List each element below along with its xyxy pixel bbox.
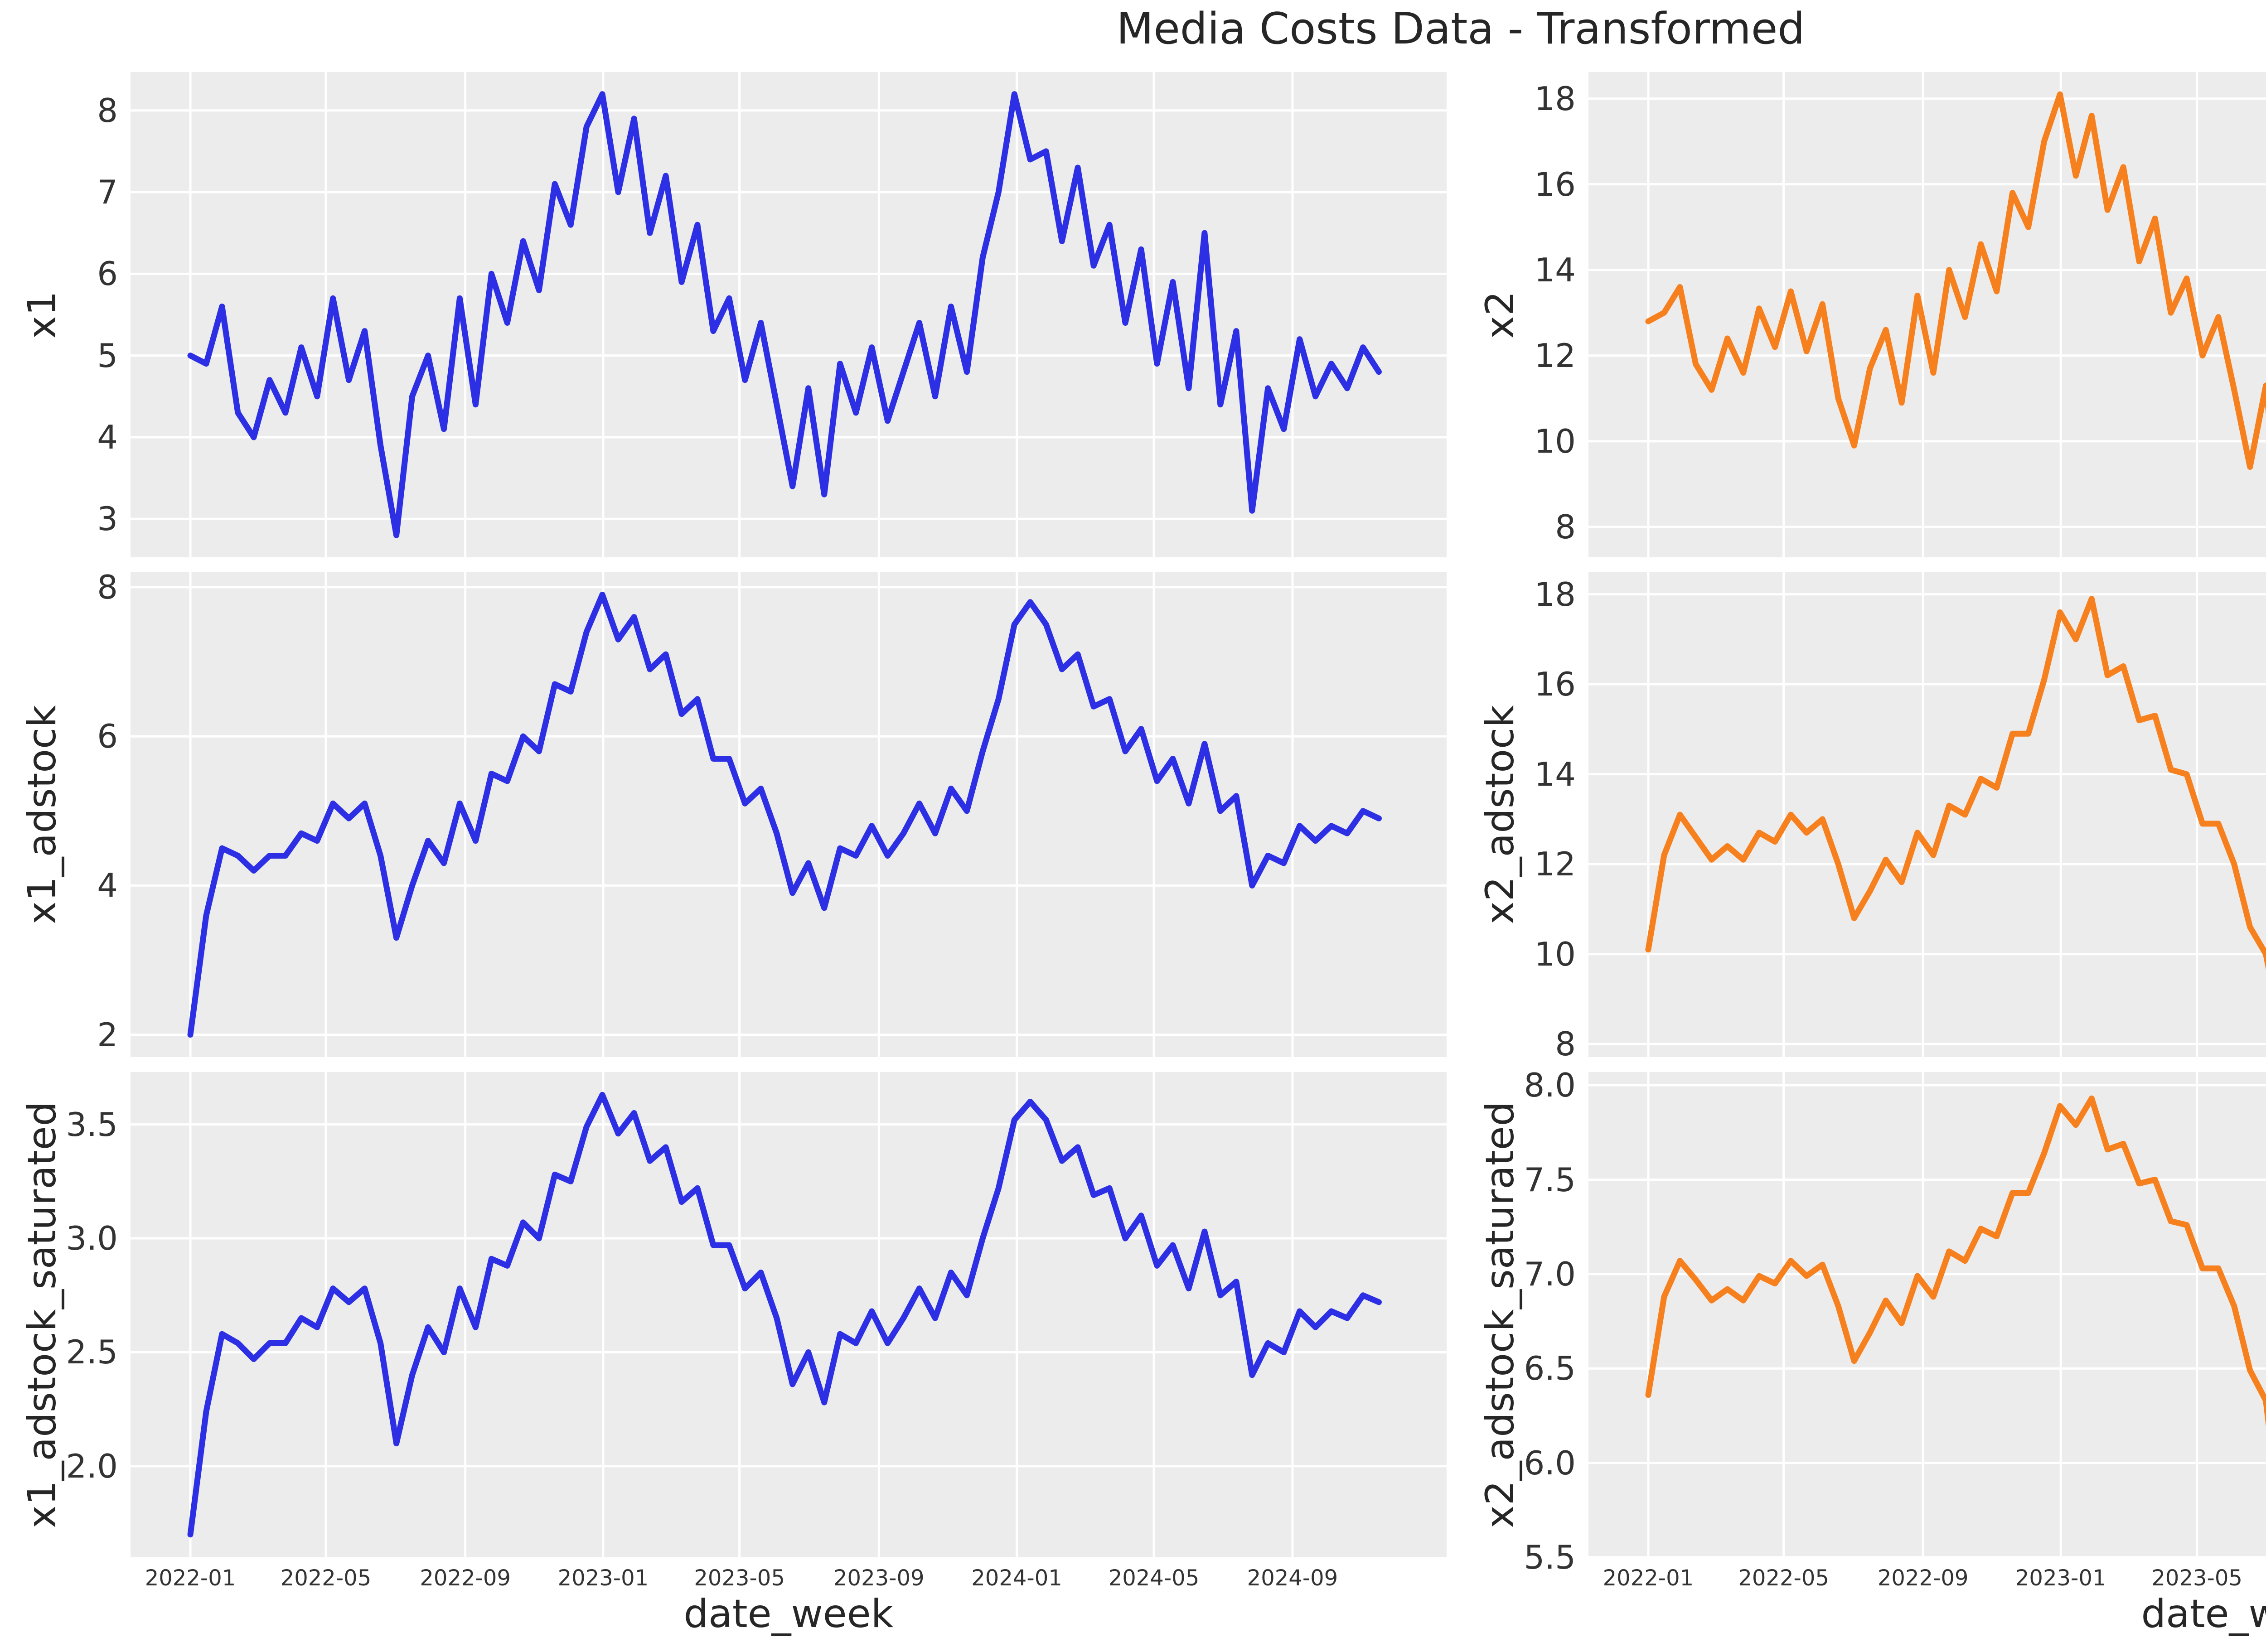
x-axis-label-date-week-right: date_week	[2141, 1591, 2266, 1637]
y-tick-label-x1_adstock: 8	[97, 568, 118, 606]
plot-area-x2	[1588, 72, 2266, 557]
y-tick-label-x2: 12	[1534, 336, 1576, 375]
x-tick-label: 2022-05	[280, 1565, 372, 1591]
y-tick-label-x2_adstock: 10	[1534, 935, 1576, 973]
x-tick-label: 2023-09	[2246, 1566, 2266, 1590]
x-tick-label: 2022-09	[1877, 1565, 1969, 1591]
y-tick-label-x2_adstock_saturated: 6.5	[1524, 1349, 1576, 1388]
y-tick-label-x2_adstock_saturated: 8.0	[1524, 1066, 1576, 1105]
y-tick-label-x1: 4	[97, 418, 118, 456]
x-tick-label: 2023-01	[557, 1565, 649, 1591]
y-tick-label-x1_adstock: 4	[97, 866, 118, 905]
y-tick-label-x1_adstock_saturated: 3.0	[66, 1219, 118, 1258]
x-tick-label: 2024-05	[1108, 1565, 1200, 1591]
y-tick-label-x1_adstock: 2	[97, 1015, 118, 1054]
plot-area-x2_adstock_saturated	[1588, 1072, 2266, 1557]
x-tick-label: 2024-09	[1247, 1565, 1338, 1591]
plot-area-x2_adstock	[1588, 572, 2266, 1057]
subplot-x2	[1588, 72, 2266, 557]
line-x1	[187, 91, 1382, 538]
x-tick-label: 2023-05	[2151, 1565, 2242, 1591]
y-tick-label-x1_adstock_saturated: 2.0	[66, 1447, 118, 1485]
x-tick-label: 2023-09	[833, 1565, 925, 1591]
x-tick-label: 2023-05	[694, 1565, 785, 1591]
subplot-x2_adstock_saturated	[1588, 1072, 2266, 1557]
y-axis-label-x1: x1	[19, 290, 65, 339]
y-tick-label-x2_adstock_saturated: 7.5	[1524, 1160, 1576, 1199]
plot-area-x1_adstock_saturated	[131, 1072, 1447, 1557]
x-tick-label: 2024-01	[971, 1565, 1062, 1591]
y-tick-label-x2_adstock: 8	[1555, 1025, 1576, 1063]
y-tick-label-x1: 7	[97, 173, 118, 212]
y-tick-label-x1: 8	[97, 91, 118, 130]
y-tick-label-x2_adstock: 18	[1534, 575, 1576, 613]
subplot-x1_adstock	[131, 572, 1447, 1057]
y-tick-label-x2_adstock_saturated: 7.0	[1524, 1255, 1576, 1293]
y-tick-label-x2_adstock: 16	[1534, 665, 1576, 704]
y-tick-label-x2: 18	[1534, 79, 1576, 118]
y-axis-label-x2: x2	[1477, 290, 1523, 339]
subplot-x1_adstock_saturated	[131, 1072, 1447, 1557]
x-tick-label: 2022-09	[420, 1565, 511, 1591]
line-x2	[1645, 91, 2266, 470]
y-tick-label-x1_adstock_saturated: 2.5	[66, 1333, 118, 1372]
figure-title: Media Costs Data - Transformed	[1116, 4, 1805, 54]
x-tick-label: 2022-01	[1603, 1565, 1694, 1591]
y-axis-label-x1_adstock: x1_adstock	[19, 705, 65, 925]
line-x1_adstock_saturated	[187, 1092, 1382, 1538]
line-x2_adstock	[1645, 596, 2266, 971]
y-tick-label-x2_adstock: 12	[1534, 845, 1576, 884]
line-x2_adstock_saturated	[1645, 1095, 2266, 1427]
x-tick-label: 2023-01	[2015, 1565, 2106, 1591]
plot-area-x1_adstock	[131, 572, 1447, 1057]
y-axis-label-x2_adstock: x2_adstock	[1477, 705, 1523, 925]
line-x1_adstock	[187, 591, 1382, 1038]
subplot-x1	[131, 72, 1447, 557]
y-tick-label-x2: 14	[1534, 251, 1576, 289]
x-tick-label: 2022-05	[1738, 1565, 1829, 1591]
y-tick-label-x2_adstock: 14	[1534, 755, 1576, 793]
y-tick-label-x1: 5	[97, 336, 118, 375]
y-tick-label-x2_adstock_saturated: 5.5	[1524, 1538, 1576, 1576]
y-tick-label-x2_adstock_saturated: 6.0	[1524, 1444, 1576, 1482]
y-tick-label-x1: 3	[97, 500, 118, 538]
y-axis-label-x1_adstock_saturated: x1_adstock_saturated	[19, 1101, 65, 1528]
y-tick-label-x1_adstock_saturated: 3.5	[66, 1105, 118, 1144]
y-tick-label-x2: 10	[1534, 422, 1576, 460]
y-tick-label-x2: 16	[1534, 165, 1576, 203]
plot-area-x1	[131, 72, 1447, 557]
x-axis-label-date-week-left: date_week	[683, 1591, 894, 1637]
y-tick-label-x1: 6	[97, 255, 118, 293]
y-axis-label-x2_adstock_saturated: x2_adstock_saturated	[1477, 1101, 1523, 1528]
y-tick-label-x1_adstock: 6	[97, 717, 118, 756]
subplot-x2_adstock	[1588, 572, 2266, 1057]
y-tick-label-x2: 8	[1555, 507, 1576, 546]
x-tick-label: 2022-01	[145, 1565, 236, 1591]
